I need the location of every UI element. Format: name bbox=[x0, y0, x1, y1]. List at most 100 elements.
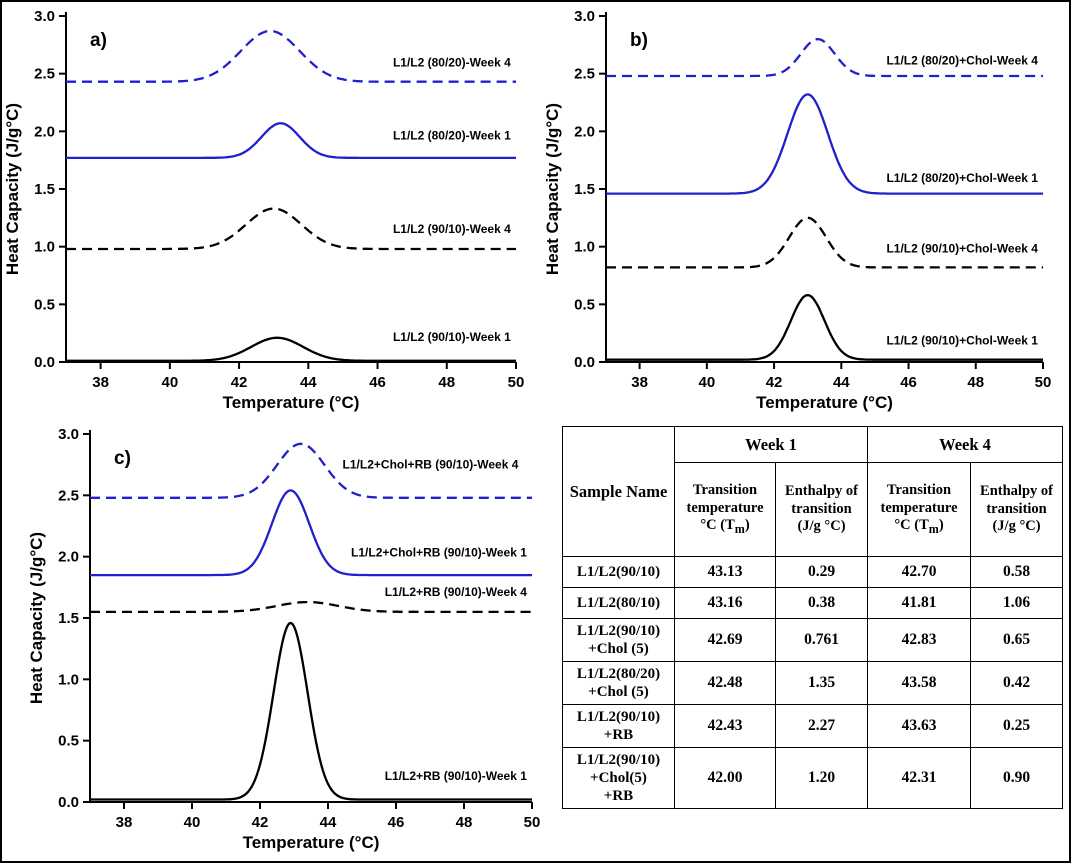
dsc-curve bbox=[606, 293, 1043, 361]
header-week1-transition-temp: Transition temperature °C (Tm) bbox=[674, 462, 776, 557]
dsc-curve bbox=[606, 216, 1043, 269]
header-week4: Week 4 bbox=[867, 426, 1064, 463]
table-header-row-1: Sample Name Week 1 Week 4 bbox=[562, 426, 1064, 557]
table-row: L1/L2(80/10) 43.16 0.38 41.81 1.06 bbox=[562, 587, 1064, 619]
x-tick-label: 38 bbox=[92, 374, 109, 391]
y-tick-label: 2.0 bbox=[58, 549, 79, 566]
y-tick-label: 1.0 bbox=[58, 671, 79, 688]
y-tick-label: 3.0 bbox=[58, 426, 79, 443]
cell-week4-enthalpy: 0.90 bbox=[970, 747, 1064, 809]
cell-sample-name: L1/L2(90/10) +RB bbox=[562, 704, 675, 748]
cell-week4-transition-temp: 43.63 bbox=[867, 704, 972, 748]
dsc-curve bbox=[606, 93, 1043, 195]
y-tick-label: 2.0 bbox=[34, 123, 55, 140]
x-tick-label: 38 bbox=[116, 814, 133, 831]
cell-sample-name: L1/L2(80/20) +Chol (5) bbox=[562, 661, 675, 705]
y-tick-label: 0.5 bbox=[34, 296, 55, 313]
series-label: L1/L2+Chol+RB (90/10)-Week 4 bbox=[343, 457, 519, 471]
cell-sample-name: L1/L2(90/10) +Chol (5) bbox=[562, 618, 675, 662]
table-row: L1/L2(90/10) +RB 42.43 2.27 43.63 0.25 bbox=[562, 704, 1064, 748]
panel-letter: c) bbox=[114, 448, 131, 469]
header-sample-name: Sample Name bbox=[562, 426, 675, 557]
cell-week4-transition-temp: 42.83 bbox=[867, 618, 972, 662]
table-header-row-2: Transition temperature °C (Tm) Enthalpy … bbox=[563, 462, 1064, 557]
results-table: Sample Name Week 1 Week 4 Transition tem… bbox=[562, 426, 1064, 809]
y-tick-label: 3.0 bbox=[34, 8, 55, 25]
dsc-curve bbox=[90, 621, 532, 801]
x-tick-label: 44 bbox=[300, 374, 317, 391]
panel-a: 38 40 42 44 46 48 50 0.0 0.5 1.0 1.5 2.0 2.5 3.0 Tempe… bbox=[2, 2, 542, 420]
x-tick-label: 50 bbox=[1035, 374, 1052, 391]
y-axis-title: Heat Capacity (J/g°C) bbox=[543, 103, 562, 275]
series-label: L1/L2 (90/10)+Chol-Week 4 bbox=[886, 241, 1038, 255]
x-tick-label: 44 bbox=[320, 814, 337, 831]
cell-week4-transition-temp: 43.58 bbox=[867, 661, 972, 705]
y-tick-label: 0.0 bbox=[574, 354, 595, 371]
header-week4-transition-temp: Transition temperature °C (Tm) bbox=[867, 462, 972, 557]
series-label: L1/L2 (90/10)+Chol-Week 1 bbox=[886, 334, 1038, 348]
cell-week1-transition-temp: 42.43 bbox=[674, 704, 776, 748]
dsc-curve bbox=[66, 122, 516, 160]
cell-week1-enthalpy: 0.29 bbox=[774, 556, 869, 588]
header-text: Transition temperature °C (T bbox=[686, 482, 764, 534]
x-tick-label: 40 bbox=[184, 814, 201, 831]
cell-sample-name: L1/L2(90/10) +Chol(5) +RB bbox=[562, 747, 675, 809]
cell-week1-transition-temp: 43.13 bbox=[674, 556, 776, 588]
panel-letter: b) bbox=[630, 30, 648, 51]
cell-week1-enthalpy: 1.20 bbox=[774, 747, 869, 809]
y-tick-label: 2.0 bbox=[574, 123, 595, 140]
cell-week1-transition-temp: 42.00 bbox=[674, 747, 776, 809]
x-tick-label: 48 bbox=[456, 814, 473, 831]
cell-week4-enthalpy: 0.42 bbox=[970, 661, 1064, 705]
header-week1-enthalpy: Enthalpy of transition (J/g °C) bbox=[774, 462, 869, 557]
cell-week1-enthalpy: 2.27 bbox=[774, 704, 869, 748]
chart-b-canvas: 38 40 42 44 46 48 50 0.0 0.5 1.0 1.5 2.0 2.5 3.0 Tempe… bbox=[543, 8, 1052, 412]
x-tick-label: 50 bbox=[524, 814, 541, 831]
cell-week1-enthalpy: 0.761 bbox=[774, 618, 869, 662]
header-subscript: m bbox=[734, 522, 745, 537]
x-tick-label: 46 bbox=[900, 374, 917, 391]
chart-c-canvas: 38 40 42 44 46 48 50 0.0 0.5 1.0 1.5 2.0 2.5 3.0 Tempe… bbox=[27, 426, 541, 852]
results-table-panel: Sample Name Week 1 Week 4 Transition tem… bbox=[558, 420, 1069, 861]
x-tick-label: 38 bbox=[631, 374, 648, 391]
y-tick-label: 0.5 bbox=[574, 296, 595, 313]
cell-week4-enthalpy: 1.06 bbox=[970, 587, 1064, 619]
series-label: L1/L2 (80/20)+Chol-Week 1 bbox=[886, 171, 1038, 185]
y-tick-label: 1.5 bbox=[34, 181, 55, 198]
y-tick-label: 2.5 bbox=[34, 66, 55, 83]
table-row: L1/L2(90/10) +Chol (5) 42.69 0.761 42.83 0.6… bbox=[562, 618, 1064, 662]
x-axis-title: Temperature (°C) bbox=[223, 393, 360, 412]
dsc-curve bbox=[66, 29, 516, 83]
series-label: L1/L2 (80/20)-Week 4 bbox=[393, 56, 511, 70]
cell-week4-enthalpy: 0.65 bbox=[970, 618, 1064, 662]
top-row: 38 40 42 44 46 48 50 0.0 0.5 1.0 1.5 2.0 2.5 3.0 Tempe… bbox=[2, 2, 1069, 420]
cell-week1-enthalpy: 0.38 bbox=[774, 587, 869, 619]
cell-week1-enthalpy: 1.35 bbox=[774, 661, 869, 705]
cell-week4-transition-temp: 42.31 bbox=[867, 747, 972, 809]
series-label: L1/L2 (80/20)-Week 1 bbox=[393, 128, 511, 142]
y-axis-title: Heat Capacity (J/g°C) bbox=[27, 532, 46, 704]
cell-week4-enthalpy: 0.58 bbox=[970, 556, 1064, 588]
header-subscript: m bbox=[928, 522, 939, 537]
cell-week4-enthalpy: 0.25 bbox=[970, 704, 1064, 748]
x-tick-label: 40 bbox=[699, 374, 716, 391]
x-tick-label: 48 bbox=[438, 374, 455, 391]
x-axis-title: Temperature (°C) bbox=[756, 393, 893, 412]
x-tick-label: 42 bbox=[766, 374, 783, 391]
x-tick-label: 42 bbox=[252, 814, 269, 831]
y-tick-label: 0.5 bbox=[58, 733, 79, 750]
x-tick-label: 48 bbox=[967, 374, 984, 391]
x-tick-label: 50 bbox=[508, 374, 525, 391]
dsc-curve bbox=[90, 489, 532, 577]
chart-a-canvas: 38 40 42 44 46 48 50 0.0 0.5 1.0 1.5 2.0 2.5 3.0 Tempe… bbox=[3, 8, 525, 412]
y-axis-title: Heat Capacity (J/g°C) bbox=[3, 103, 22, 275]
cell-week1-transition-temp: 42.48 bbox=[674, 661, 776, 705]
table-row: L1/L2(80/20) +Chol (5) 42.48 1.35 43.58 0.42 bbox=[562, 661, 1064, 705]
x-tick-label: 46 bbox=[369, 374, 386, 391]
y-tick-label: 3.0 bbox=[574, 8, 595, 25]
table-row: L1/L2(90/10) 43.13 0.29 42.70 0.58 bbox=[562, 556, 1064, 588]
y-tick-label: 2.5 bbox=[58, 487, 79, 504]
header-text: ) bbox=[938, 517, 944, 534]
series-label: L1/L2 (90/10)-Week 4 bbox=[393, 222, 511, 236]
header-text: ) bbox=[744, 517, 750, 534]
